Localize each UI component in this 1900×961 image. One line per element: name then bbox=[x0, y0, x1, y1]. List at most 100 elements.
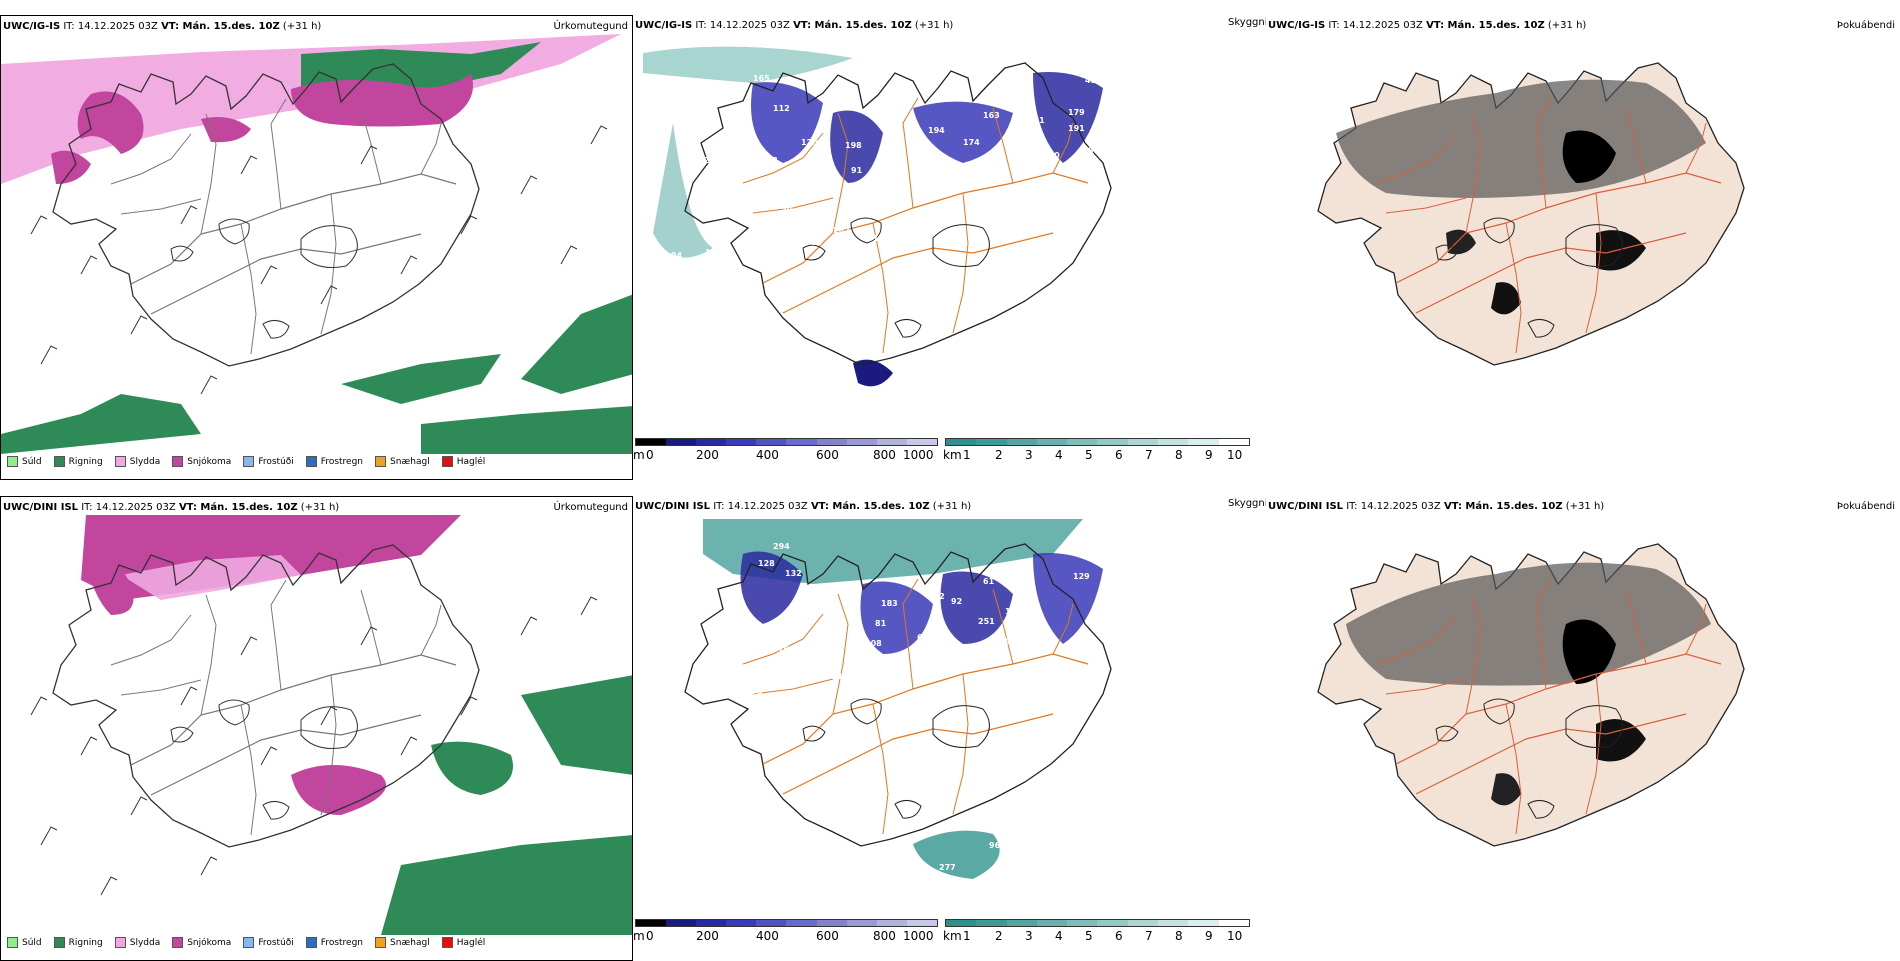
visibility-unit: km bbox=[943, 448, 962, 462]
panel-title: Þokuábendi bbox=[1836, 501, 1895, 512]
cloud-base-label: 115 bbox=[728, 682, 745, 691]
cloud-base-label: 91 bbox=[1005, 637, 1017, 646]
fog-area bbox=[1491, 282, 1521, 315]
legend-swatch bbox=[7, 937, 18, 948]
legend-item: Snjókoma bbox=[172, 937, 231, 948]
cloud-base-label: 102 bbox=[928, 592, 945, 601]
cloud-base-label: 207 bbox=[833, 238, 850, 247]
legend-swatch bbox=[172, 937, 184, 948]
precip-map-bottom bbox=[30, 515, 632, 935]
cloud-base-label: 33 bbox=[875, 316, 886, 325]
cloud-base-label: 183 bbox=[881, 599, 898, 608]
cloud-base-label: 118 bbox=[1093, 615, 1110, 624]
fog-area bbox=[1596, 719, 1646, 762]
visibility-area bbox=[643, 46, 853, 83]
cloud-base-label: 12 bbox=[693, 687, 704, 696]
valid-time: VT: Mán. 15.des. 10Z bbox=[178, 502, 298, 513]
cloud-base-label: 96 bbox=[989, 841, 1001, 850]
legend-swatch bbox=[114, 937, 126, 948]
cloud-base-label: 143 bbox=[723, 118, 740, 127]
cloud-base-label: 120 bbox=[801, 138, 818, 147]
rain-area bbox=[431, 741, 513, 795]
wind-barbs bbox=[30, 125, 608, 395]
cloud-base-area bbox=[740, 551, 803, 624]
cloud-base-label: 52 bbox=[698, 156, 709, 165]
cloud-base-label: 102 bbox=[807, 266, 824, 275]
panel-header: UWC/IG-IS IT: 14.12.2025 03Z VT: Mán. 15… bbox=[1268, 20, 1586, 31]
cloud-base-label: 79 bbox=[778, 645, 790, 654]
legend-swatch bbox=[375, 937, 387, 948]
cloud-base-label: 132 bbox=[785, 569, 802, 578]
model-name: UWC/DINI ISL bbox=[635, 501, 711, 512]
cloud-base-label: 58 bbox=[863, 400, 875, 409]
cloud-base-label: 180 bbox=[1043, 151, 1060, 160]
cloud-base-label: 67 bbox=[1088, 549, 1099, 558]
rain-area bbox=[1, 394, 201, 454]
cloud-base-label: 191 bbox=[1068, 124, 1085, 133]
cloud-map-bottom: 294 128 132 151 183 102 92 251 136 129 1… bbox=[684, 519, 1112, 884]
legend-item: Frostregn bbox=[305, 456, 363, 467]
cloud-base-label: 222 bbox=[1026, 141, 1043, 150]
lead-time: (+31 h) bbox=[914, 20, 954, 31]
lead-time: (+31 h) bbox=[1565, 501, 1605, 512]
legend-swatch bbox=[441, 937, 453, 948]
cloud-base-bar bbox=[635, 438, 938, 446]
legend-swatch bbox=[305, 937, 317, 948]
precip-legend: Súld Rigning Slydda Snjókoma Frostúði Fr… bbox=[7, 937, 485, 948]
cloud-base-label: 141 bbox=[873, 234, 890, 243]
fog-area bbox=[1562, 619, 1616, 684]
panel-header: UWC/DINI ISL IT: 14.12.2025 03Z VT: Mán.… bbox=[1268, 501, 1604, 512]
precip-map-top bbox=[1, 34, 632, 454]
valid-time: VT: Mán. 15.des. 10Z bbox=[161, 21, 280, 32]
cloud-base-label: 151 bbox=[808, 597, 825, 606]
legend-item: Snjókoma bbox=[172, 456, 231, 467]
cloud-base-label: 45 bbox=[1085, 76, 1097, 85]
cloud-base-label: 194 bbox=[928, 126, 945, 135]
legend-item: Súld bbox=[7, 456, 42, 467]
wind-barbs bbox=[30, 596, 598, 896]
fog-panel-bottom: UWC/DINI ISL IT: 14.12.2025 03Z VT: Mán.… bbox=[1266, 496, 1899, 961]
cloud-base-label: 84 bbox=[831, 672, 843, 681]
snow-area bbox=[291, 74, 473, 127]
cloud-base-unit: m bbox=[633, 929, 645, 943]
fog-panel-top: UWC/IG-IS IT: 14.12.2025 03Z VT: Mán. 15… bbox=[1266, 15, 1899, 480]
valid-time: VT: Mán. 15.des. 10Z bbox=[1426, 20, 1545, 31]
lead-time: (+31 h) bbox=[300, 502, 340, 513]
model-name: UWC/DINI ISL bbox=[3, 502, 79, 513]
cloud-base-label: 325 bbox=[1059, 825, 1076, 834]
init-time: IT: 14.12.2025 03Z bbox=[81, 502, 176, 513]
road-lines bbox=[110, 98, 457, 355]
init-time: IT: 14.12.2025 03Z bbox=[713, 501, 808, 512]
rain-area bbox=[521, 675, 632, 775]
legend-item: Frostúði bbox=[243, 456, 294, 467]
legend-swatch bbox=[243, 937, 255, 948]
precip-panel-bottom: UWC/DINI ISL IT: 14.12.2025 03Z VT: Mán.… bbox=[0, 496, 633, 961]
cloud-base-unit: m bbox=[633, 448, 645, 462]
cloud-base-label: 91 bbox=[851, 166, 863, 175]
panel-header: UWC/IG-IS IT: 14.12.2025 03Z VT: Mán. 15… bbox=[635, 20, 953, 31]
cloud-base-label: 179 bbox=[1068, 108, 1085, 117]
legend-swatch bbox=[375, 456, 387, 467]
cloud-base-label: 294 bbox=[773, 542, 790, 551]
valid-time: VT: Mán. 15.des. 10Z bbox=[793, 20, 912, 31]
panel-title: Úrkomutegund bbox=[553, 21, 628, 32]
init-time: IT: 14.12.2025 03Z bbox=[63, 21, 158, 32]
legend-item: Rigning bbox=[53, 456, 103, 467]
visibility-unit: km bbox=[943, 929, 962, 943]
model-name: UWC/IG-IS bbox=[3, 21, 61, 32]
fog-area bbox=[1446, 229, 1476, 255]
legend-swatch bbox=[53, 456, 65, 467]
cloud-base-label: 163 bbox=[983, 111, 1000, 120]
cloud-base-label: 131 bbox=[728, 136, 745, 145]
cloud-base-label: 277 bbox=[939, 863, 956, 872]
legend-item: Frostúði bbox=[243, 937, 294, 948]
legend-item: Haglél bbox=[441, 937, 485, 948]
snow-area bbox=[51, 150, 91, 184]
cloud-base-label: 128 bbox=[758, 559, 775, 568]
cloud-base-label: 37 bbox=[743, 246, 754, 255]
rain-area bbox=[421, 406, 632, 454]
cloud-base-label: 54 bbox=[703, 171, 715, 180]
visibility-bar bbox=[945, 919, 1250, 927]
legend-swatch bbox=[305, 456, 317, 467]
cloud-base-label: 69 bbox=[917, 633, 929, 642]
